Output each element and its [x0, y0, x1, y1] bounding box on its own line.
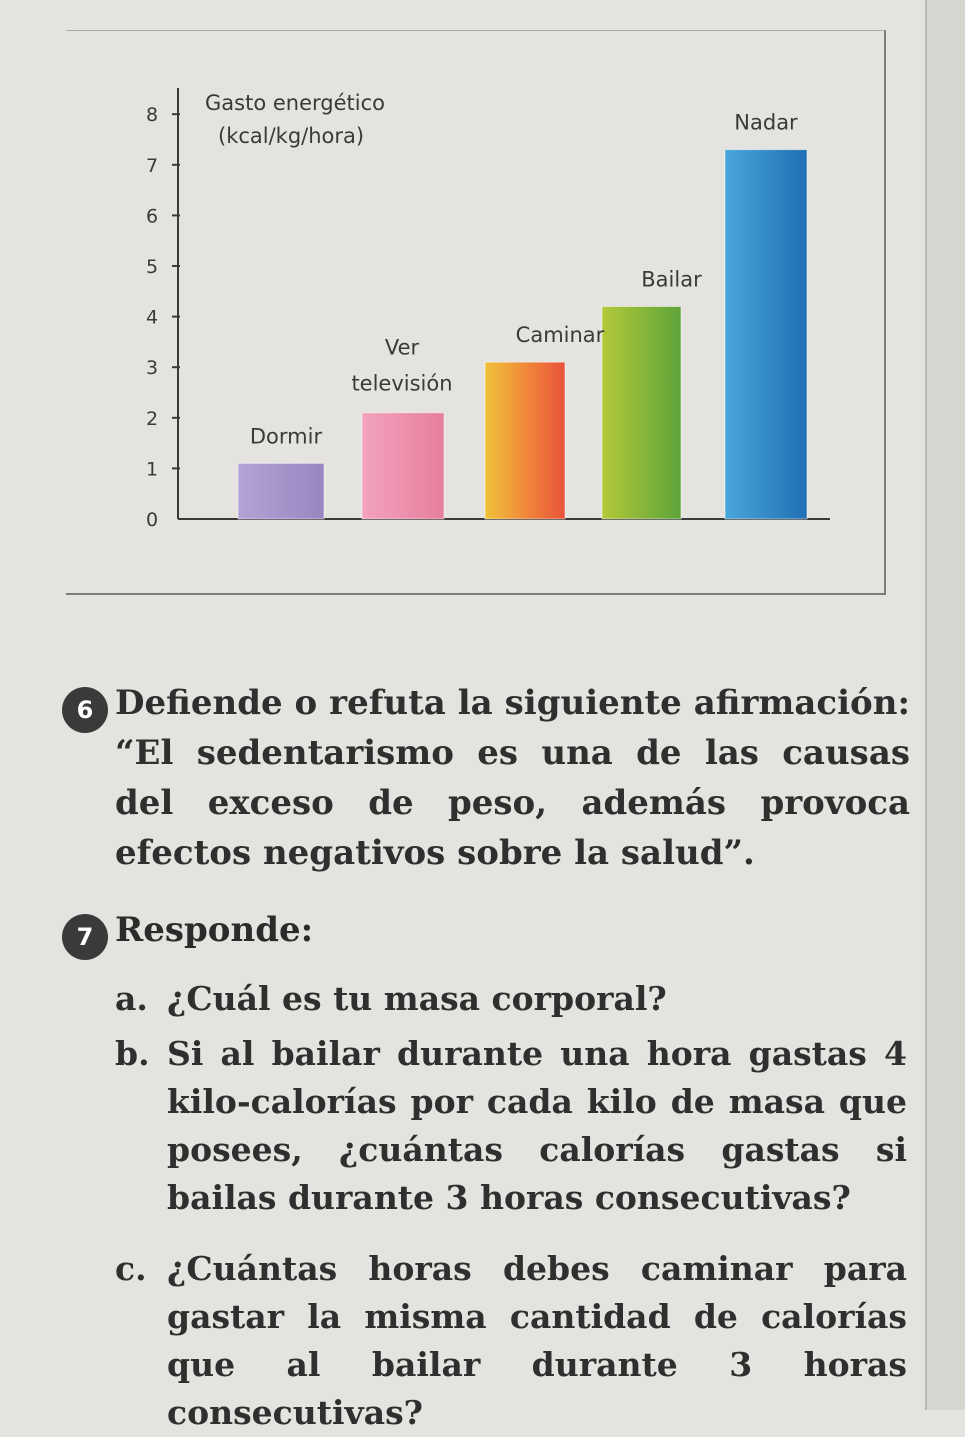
page-edge: [925, 0, 965, 1410]
question-7-badge: 7: [62, 914, 108, 960]
item-letter: a.: [115, 979, 148, 1018]
y-axis-label: (kcal/kg/hora): [218, 124, 364, 148]
bar-label: Dormir: [250, 424, 323, 448]
item-text: Si al bailar durante una hora gastas 4 k…: [167, 1034, 907, 1217]
chart-frame: [66, 30, 886, 595]
bar-label: televisión: [351, 372, 452, 396]
y-tick-label: 4: [146, 307, 158, 329]
y-tick-label: 8: [146, 104, 158, 126]
bar-4: [601, 305, 682, 520]
item-text: ¿Cuántas horas debes caminar para gastar…: [167, 1249, 907, 1432]
bar-2: [361, 412, 445, 520]
question-7-number: 7: [76, 923, 94, 951]
bar-5: [724, 149, 808, 520]
y-tick-label: 3: [146, 357, 158, 379]
y-tick-label: 0: [146, 509, 158, 531]
y-tick-label: 2: [146, 408, 158, 430]
bar-chart: 0 1 2 3 4 5 6 7 8 Dormir Ver televisión Caminar Bail…: [146, 88, 830, 531]
y-tick-label: 5: [146, 256, 158, 278]
item-letter: c.: [115, 1249, 147, 1288]
bar-3: [484, 361, 566, 520]
bar-label: Nadar: [734, 111, 798, 135]
bar-label: Bailar: [641, 267, 702, 291]
question-7-heading: Responde:: [115, 910, 314, 950]
bar-label: Caminar: [516, 323, 605, 347]
chart-title: Gasto energético: [205, 91, 385, 115]
question-6-number: 6: [76, 696, 94, 724]
y-tick-label: 1: [146, 458, 158, 480]
question-7-item-c: c. ¿Cuántas horas debes caminar para gas…: [115, 1245, 915, 1432]
y-tick-label: 7: [146, 155, 158, 177]
bar-1: [237, 462, 325, 520]
bar-label: Ver: [385, 336, 420, 360]
item-text: ¿Cuál es tu masa corporal?: [167, 979, 667, 1018]
question-6-text: Defiende o refuta la siguiente afirmació…: [115, 683, 910, 873]
question-7-item-a: a. ¿Cuál es tu masa corporal?: [115, 975, 915, 1025]
item-letter: b.: [115, 1034, 150, 1073]
question-7-item-b: b. Si al bailar durante una hora gastas …: [115, 1030, 915, 1230]
question-6-badge: 6: [62, 687, 108, 733]
y-tick-label: 6: [146, 205, 158, 227]
